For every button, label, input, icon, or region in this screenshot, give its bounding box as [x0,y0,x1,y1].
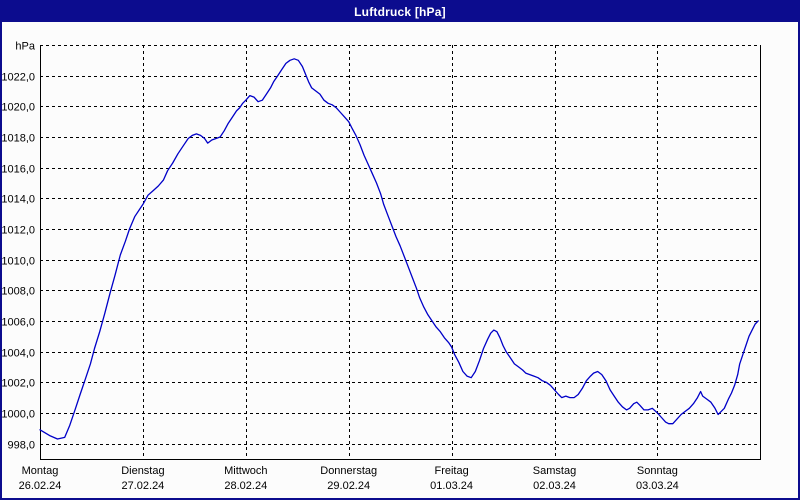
chart-container: hPa 1022,0 1020,0 1018,0 1016,0 1014,0 1012,0 1… [2,22,798,498]
y-tick-label: 1002,0 [2,378,35,390]
y-tick-label: 1006,0 [2,317,35,329]
pressure-chart: hPa 1022,0 1020,0 1018,0 1016,0 1014,0 1012,0 1… [2,41,761,492]
x-date-label: 27.02.24 [121,480,164,492]
window-title: Luftdruck [hPa] [354,5,446,19]
x-date-label: 28.02.24 [224,480,267,492]
x-day-label: Freitag [434,465,468,477]
x-day-label: Dienstag [121,465,164,477]
y-tick-label: 1004,0 [2,348,35,360]
x-date-label: 02.03.24 [533,480,576,492]
y-tick-label: 1010,0 [2,256,35,268]
y-tick-label: 1022,0 [2,72,35,84]
titlebar: Luftdruck [hPa] [2,2,798,22]
y-tick-label: 1012,0 [2,225,35,237]
plot-frame [40,45,761,460]
y-tick-label: 1016,0 [2,164,35,176]
y-axis-unit-label: hPa [15,41,35,53]
x-day-label: Montag [22,465,59,477]
pressure-curve [39,58,759,440]
y-tick-label: 1020,0 [2,102,35,114]
y-tick-label: 998,0 [7,440,35,452]
x-date-label: 26.02.24 [19,480,62,492]
x-date-label: 01.03.24 [430,480,473,492]
x-day-label: Sonntag [637,465,678,477]
y-tick-label: 1018,0 [2,133,35,145]
y-tick-label: 1014,0 [2,194,35,206]
x-day-label: Samstag [533,465,576,477]
x-date-label: 29.02.24 [327,480,370,492]
y-tick-label: 1000,0 [2,409,35,421]
y-tick-label: 1008,0 [2,286,35,298]
x-date-label: 03.03.24 [636,480,679,492]
x-day-label: Mittwoch [224,465,267,477]
x-day-label: Donnerstag [320,465,377,477]
